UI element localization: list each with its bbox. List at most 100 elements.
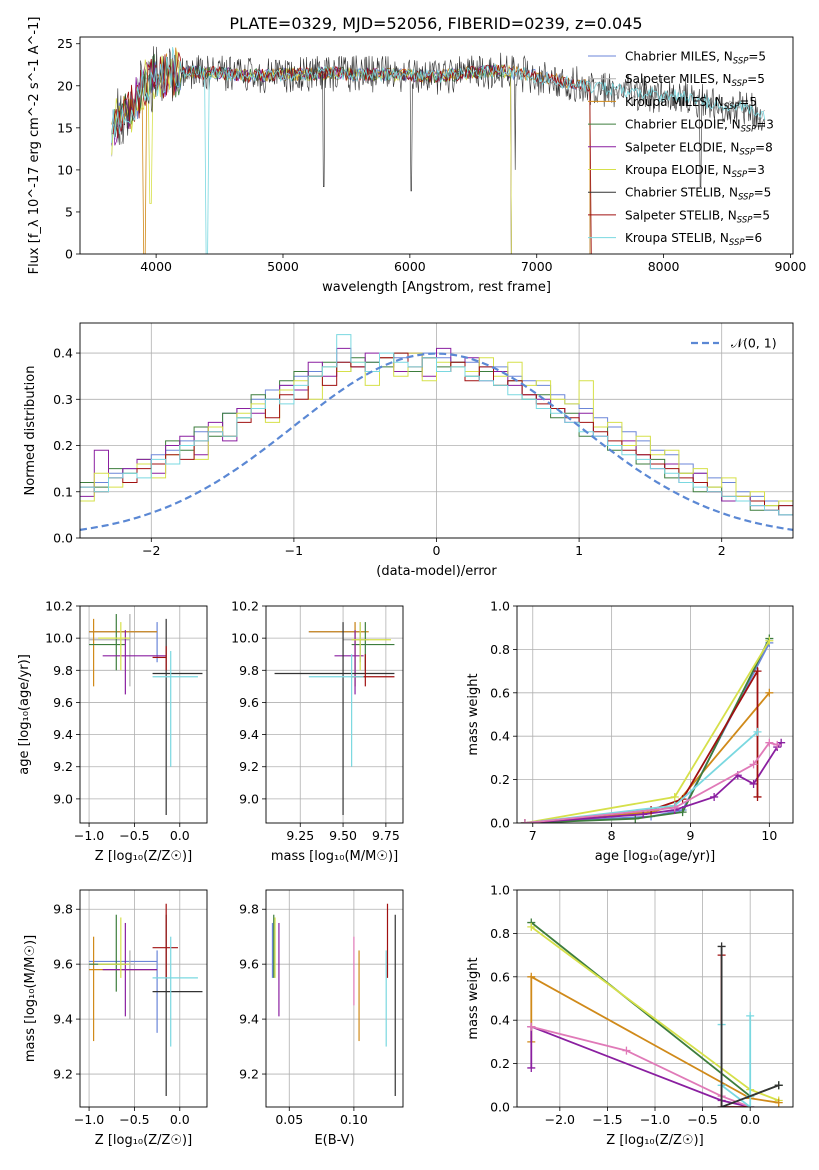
y-tick-label: 0.8 bbox=[490, 926, 510, 941]
data-point bbox=[89, 950, 135, 1020]
data-point bbox=[152, 646, 167, 671]
x-tick-label: 1 bbox=[575, 543, 583, 558]
spectrum-line bbox=[111, 52, 592, 254]
x-tick-label: 0 bbox=[433, 543, 441, 558]
marker bbox=[749, 760, 758, 769]
x-tick-label: −1.0 bbox=[74, 828, 104, 843]
marker bbox=[765, 738, 774, 747]
plot-area bbox=[271, 903, 396, 1097]
y-tick-label: 9.2 bbox=[53, 759, 73, 774]
marker bbox=[520, 819, 529, 823]
x-tick-label: 9.75 bbox=[372, 828, 400, 843]
y-axis-label: Flux [f_λ 10^-17 erg cm^-2 s^-1 A^-1] bbox=[27, 17, 42, 275]
data-point bbox=[152, 618, 203, 815]
y-tick-label: 1.0 bbox=[490, 883, 510, 898]
x-tick-label: −0.5 bbox=[119, 1112, 149, 1127]
data-point bbox=[274, 622, 395, 815]
y-tick-label: 0.4 bbox=[490, 729, 510, 744]
y-axis-label: age [log₁₀(age/yr)] bbox=[17, 654, 32, 775]
legend-entry-tail: =5 bbox=[748, 50, 766, 64]
mass-weight-line bbox=[524, 667, 759, 823]
marker bbox=[753, 792, 762, 801]
axes-frame bbox=[516, 889, 794, 1108]
mass-weight-line bbox=[530, 975, 779, 1104]
mass-weight-vs-age-panel: 7 8 9 10 0.0 0.2 0.4 0.6 0.8 1.0 age [log₁₀(age/yr… bbox=[466, 599, 794, 864]
legend-entry-subscript: SSP bbox=[729, 238, 745, 248]
spectrum-panel: 4000 5000 6000 7000 8000 9000 0 5 10 15 20 25 wavele… bbox=[27, 17, 806, 295]
spectrum-line bbox=[111, 47, 766, 254]
y-tick-label: 0.0 bbox=[490, 1100, 510, 1115]
y-tick-label: 1.0 bbox=[490, 599, 510, 614]
x-tick-label: −1 bbox=[285, 543, 303, 558]
y-tick-label: 9.4 bbox=[239, 727, 259, 742]
x-tick-label: 7000 bbox=[521, 259, 553, 274]
legend-entry-subscript: SSP bbox=[733, 57, 749, 67]
y-tick-label: 20 bbox=[57, 78, 73, 93]
x-axis-label: Z [log₁₀(Z/Z☉)] bbox=[95, 1133, 192, 1148]
plot-area bbox=[89, 614, 203, 815]
x-axis-label: age [log₁₀(age/yr)] bbox=[595, 849, 716, 864]
marker bbox=[527, 1022, 536, 1031]
mass-vs-metallicity-panel: −1.0 −0.5 0.0 9.2 9.4 9.6 9.8 Z [log₁₀(Z/Z☉)] ma… bbox=[23, 889, 208, 1148]
x-tick-label: 7 bbox=[529, 828, 537, 843]
y-tick-label: 9.8 bbox=[239, 663, 259, 678]
y-tick-label: 0.2 bbox=[53, 438, 73, 453]
marker bbox=[765, 636, 774, 645]
axes-frame bbox=[79, 322, 794, 539]
data-point bbox=[89, 950, 158, 1033]
plot-area bbox=[111, 46, 766, 254]
marker bbox=[678, 808, 687, 817]
y-tick-label: 15 bbox=[57, 120, 73, 135]
y-axis-label: mass weight bbox=[466, 673, 481, 755]
axes-frame bbox=[79, 36, 794, 255]
x-tick-label: −2.0 bbox=[545, 1112, 575, 1127]
mass-weight-line bbox=[530, 1025, 751, 1107]
y-tick-label: 9.6 bbox=[239, 957, 259, 972]
data-point bbox=[152, 651, 198, 767]
legend-entry-subscript: SSP bbox=[739, 147, 755, 157]
data-point bbox=[89, 614, 131, 687]
y-axis-label: mass [log₁₀(M/M☉)] bbox=[23, 935, 38, 1062]
mass-weight-line bbox=[524, 742, 782, 823]
legend-entry: Chabrier STELIB, NSSP=5 bbox=[625, 186, 771, 203]
x-tick-label: 2 bbox=[718, 543, 726, 558]
y-tick-label: 9.6 bbox=[53, 695, 73, 710]
marker bbox=[717, 1103, 726, 1107]
mass-weight-line bbox=[720, 946, 780, 1107]
age-vs-metallicity-panel: −1.0 −0.5 0.0 9.0 9.2 9.4 9.6 9.8 10.0 10.2 Z [log… bbox=[17, 599, 208, 864]
y-tick-label: 9.4 bbox=[53, 727, 73, 742]
data-point bbox=[351, 622, 392, 671]
plot-area bbox=[80, 334, 793, 531]
y-tick-label: 9.0 bbox=[53, 791, 73, 806]
data-point bbox=[98, 622, 130, 671]
marker bbox=[710, 792, 719, 801]
y-tick-label: 0.0 bbox=[490, 816, 510, 831]
y-tick-label: 0.0 bbox=[53, 531, 73, 546]
data-point bbox=[351, 622, 395, 671]
y-tick-label: 0.2 bbox=[490, 772, 510, 787]
legend-entry: Salpeter MILES, NSSP=5 bbox=[625, 72, 765, 89]
data-point bbox=[152, 914, 203, 1097]
data-point bbox=[334, 630, 364, 695]
x-tick-label: 9.50 bbox=[329, 828, 357, 843]
data-point bbox=[102, 630, 167, 695]
y-tick-label: 9.4 bbox=[53, 1012, 73, 1027]
marker bbox=[527, 972, 536, 981]
data-point bbox=[89, 614, 126, 671]
marker bbox=[774, 1098, 783, 1107]
data-point bbox=[308, 654, 364, 767]
y-tick-label: 9.2 bbox=[239, 759, 259, 774]
x-tick-label: −1.5 bbox=[592, 1112, 622, 1127]
x-tick-label: 9000 bbox=[775, 259, 807, 274]
legend-entry-main: Kroupa ELODIE, N bbox=[625, 163, 732, 177]
mass-weight-line bbox=[524, 638, 771, 823]
histogram-step bbox=[80, 352, 793, 511]
marker bbox=[774, 1081, 783, 1090]
y-tick-label: 0.4 bbox=[490, 1013, 510, 1028]
x-axis-label: Z [log₁₀(Z/Z☉)] bbox=[95, 849, 192, 864]
x-tick-label: 8000 bbox=[648, 259, 680, 274]
marker bbox=[717, 942, 726, 951]
legend-entry: Salpeter ELODIE, NSSP=8 bbox=[625, 140, 773, 157]
x-tick-label: 0.0 bbox=[740, 1112, 760, 1127]
legend-entry-tail: =8 bbox=[755, 140, 773, 154]
